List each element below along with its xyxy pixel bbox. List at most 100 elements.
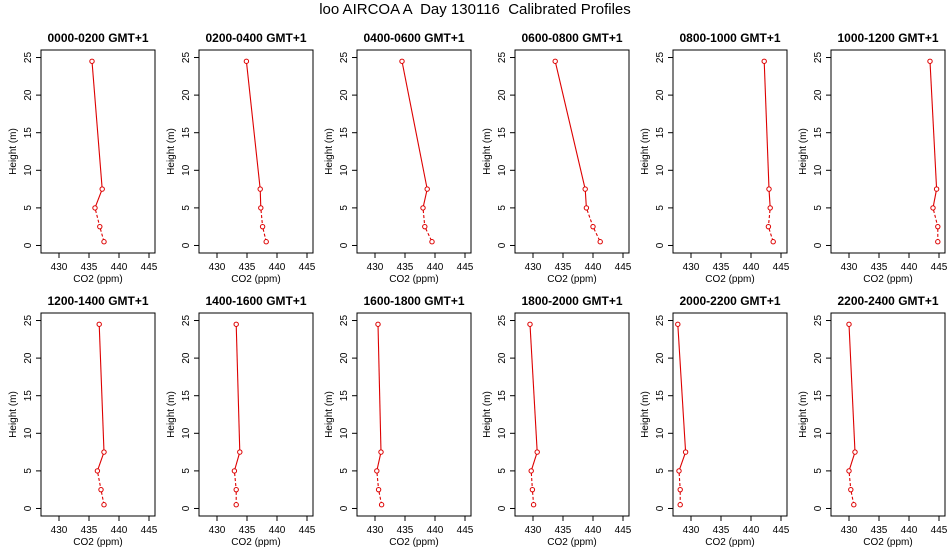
series-line-segment (91, 63, 103, 187)
data-point (597, 239, 603, 245)
plot-frame (672, 312, 788, 517)
y-axis-label: Height (m) (324, 128, 335, 175)
x-axis-label: CO2 (ppm) (547, 537, 596, 548)
y-axis-label: Height (m) (8, 128, 19, 175)
data-point (766, 186, 772, 192)
x-axis-label: CO2 (ppm) (863, 274, 912, 285)
x-tick-label: 440 (743, 525, 760, 536)
series-line-segment (933, 209, 938, 225)
chart-title: 0400-0600 GMT+1 (363, 31, 464, 45)
x-tick-label: 435 (713, 525, 730, 536)
y-tick-label: 0 (23, 242, 34, 248)
plot-frame (672, 49, 788, 254)
data-point (243, 58, 250, 64)
chart-panel: 0400-0600 GMT+1 430 435 440 445 0 5 10 15 20 25 CO2… (324, 31, 474, 285)
x-axis-label: CO2 (ppm) (231, 537, 280, 548)
y-tick-label: 5 (339, 205, 350, 211)
data-point (375, 321, 381, 327)
x-tick-label: 445 (299, 262, 316, 273)
series-line-segment (401, 63, 428, 188)
y-tick-label: 25 (339, 315, 350, 327)
chart-title: 0000-0200 GMT+1 (47, 31, 148, 45)
series-line-segment (555, 63, 586, 188)
data-point (233, 502, 239, 508)
x-axis-label: CO2 (ppm) (231, 274, 280, 285)
y-tick-label: 20 (339, 89, 350, 101)
y-tick-label: 5 (23, 205, 34, 211)
x-tick-label: 440 (111, 525, 128, 536)
x-tick-label: 430 (51, 262, 68, 273)
series-line-segment (531, 454, 538, 469)
y-axis-label: Height (m) (166, 128, 177, 175)
y-tick-label: 15 (181, 127, 192, 139)
series-line-segment (850, 491, 854, 503)
y-tick-label: 25 (23, 315, 34, 327)
x-tick-label: 430 (525, 525, 542, 536)
plot-frame (830, 312, 946, 517)
x-tick-label: 445 (931, 525, 948, 536)
y-tick-label: 10 (813, 427, 824, 439)
y-tick-label: 5 (181, 205, 192, 211)
y-tick-label: 20 (497, 352, 508, 364)
x-tick-label: 435 (713, 262, 730, 273)
x-tick-label: 430 (683, 262, 700, 273)
data-point (263, 239, 269, 245)
y-axis-label: Height (m) (798, 128, 809, 175)
x-axis-label: CO2 (ppm) (705, 274, 754, 285)
y-tick-label: 25 (655, 315, 666, 327)
series-line-segment (768, 191, 771, 206)
y-axis-label: Height (m) (798, 391, 809, 438)
chart-title: 2000-2200 GMT+1 (679, 294, 780, 308)
chart-title: 0200-0400 GMT+1 (205, 31, 306, 45)
y-tick-label: 10 (23, 427, 34, 439)
y-tick-label: 20 (23, 352, 34, 364)
series-line-segment (234, 473, 237, 488)
plot-frame (40, 49, 156, 254)
series-line-segment (849, 454, 855, 469)
chart-panel: 0600-0800 GMT+1 430 435 440 445 0 5 10 15 20 25 CO2… (482, 31, 632, 285)
chart-panel: 1800-2000 GMT+1 430 435 440 445 0 5 10 15 20 25 CO2… (482, 294, 632, 548)
series-line-segment (584, 191, 587, 206)
y-tick-label: 20 (23, 89, 34, 101)
series-line-segment (529, 326, 538, 450)
y-tick-label: 0 (181, 242, 192, 248)
data-point (420, 205, 426, 211)
y-tick-label: 0 (655, 505, 666, 511)
x-axis-label: CO2 (ppm) (863, 537, 912, 548)
x-tick-label: 430 (367, 262, 384, 273)
y-axis-label: Height (m) (482, 391, 493, 438)
series-line-segment (679, 453, 686, 469)
series-line-segment (99, 228, 104, 240)
data-point (101, 502, 107, 508)
y-tick-label: 20 (181, 352, 192, 364)
data-point (101, 239, 107, 245)
data-point (233, 321, 239, 327)
chart-panel: 0200-0400 GMT+1 430 435 440 445 0 5 10 15 20 25 CO2… (166, 31, 316, 285)
figure-title: loo AIRCOA A Day 130116 Calibrated Profi… (319, 1, 631, 18)
data-point (259, 223, 266, 230)
series-line-segment (677, 326, 687, 450)
x-tick-label: 440 (269, 525, 286, 536)
series-line-segment (586, 209, 593, 225)
x-tick-label: 435 (397, 262, 414, 273)
y-tick-label: 0 (339, 242, 350, 248)
y-tick-label: 5 (655, 468, 666, 474)
y-tick-label: 20 (655, 89, 666, 101)
data-point (97, 223, 103, 230)
data-point (770, 239, 776, 245)
chart-panel: 0800-1000 GMT+1 430 435 440 445 0 5 10 15 20 25 CO2… (640, 31, 790, 285)
x-tick-label: 430 (209, 525, 226, 536)
y-tick-label: 25 (813, 52, 824, 64)
series-line-segment (262, 228, 267, 240)
x-tick-label: 445 (141, 262, 158, 273)
y-tick-label: 5 (655, 205, 666, 211)
y-tick-label: 25 (23, 52, 34, 64)
x-axis-label: CO2 (ppm) (389, 274, 438, 285)
y-tick-label: 15 (655, 127, 666, 139)
data-point (851, 502, 857, 508)
data-point (374, 468, 380, 474)
chart-title: 2200-2400 GMT+1 (837, 294, 938, 308)
data-point (935, 239, 941, 245)
data-point (424, 186, 430, 192)
y-tick-label: 20 (181, 89, 192, 101)
